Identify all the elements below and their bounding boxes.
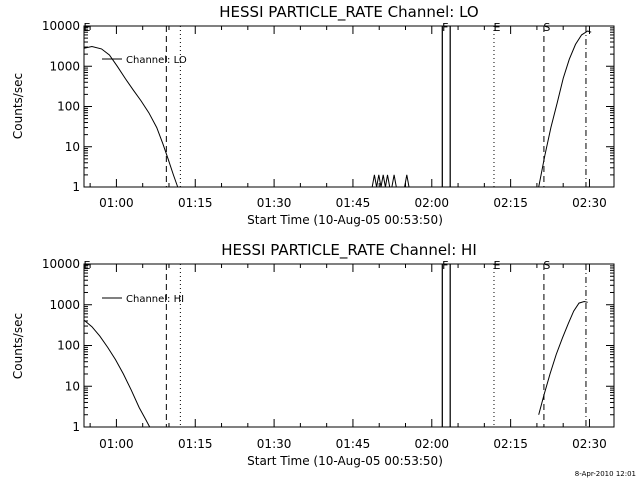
x-tick-label-hi: 02:30 xyxy=(572,437,607,451)
series-line-lo xyxy=(83,45,179,188)
x-tick-label-hi: 02:15 xyxy=(493,437,528,451)
event-marker-label-hi: F xyxy=(442,259,448,272)
y-tick-label-hi: 10000 xyxy=(42,257,80,271)
y-tick-label-hi: 1000 xyxy=(49,298,80,312)
x-tick-label-lo: 02:00 xyxy=(414,196,449,210)
x-tick-label-hi: 01:15 xyxy=(178,437,213,451)
event-marker-label-hi: S xyxy=(543,259,550,272)
chart-marks-hi: 1 10 100 1000 10000 01:00 01:15 01:30 01:45 02:00… xyxy=(42,257,614,451)
y-axis-label-lo: Counts/sec xyxy=(11,73,25,139)
event-marker-label-lo: E xyxy=(84,21,91,34)
y-tick-label-lo: 1000 xyxy=(49,59,80,73)
event-marker-label-hi: E xyxy=(494,259,501,272)
y-tick-label-hi: 1 xyxy=(72,420,80,434)
event-marker-label-lo: F xyxy=(442,21,448,34)
panel-lo-channel: HESSI PARTICLE_RATE Channel: LO Counts/s… xyxy=(11,3,615,227)
x-tick-label-lo: 02:30 xyxy=(572,196,607,210)
y-tick-label-lo: 100 xyxy=(57,100,80,114)
series-line-hi xyxy=(441,263,451,427)
timestamp-footer: 8-Apr-2010 12:01 xyxy=(575,470,636,478)
panel-hi-channel: HESSI PARTICLE_RATE Channel: HI Counts/s… xyxy=(11,241,615,468)
legend-label-hi: Channel: HI xyxy=(126,294,184,305)
x-tick-label-lo: 01:30 xyxy=(257,196,292,210)
x-tick-label-lo: 01:00 xyxy=(99,196,134,210)
series-line-lo xyxy=(371,174,410,188)
series-line-lo xyxy=(441,25,451,187)
event-marker-label-lo: S xyxy=(543,21,550,34)
series-line-lo xyxy=(538,30,592,188)
x-axis-label-hi: Start Time (10-Aug-05 00:53:50) xyxy=(247,454,443,468)
x-tick-label-lo: 01:15 xyxy=(178,196,213,210)
chart-title-hi: HESSI PARTICLE_RATE Channel: HI xyxy=(221,241,477,260)
x-tick-label-hi: 01:00 xyxy=(99,437,134,451)
series-line-hi xyxy=(538,300,588,415)
x-tick-label-hi: 01:45 xyxy=(336,437,371,451)
x-tick-label-lo: 02:15 xyxy=(493,196,528,210)
y-tick-label-lo: 10000 xyxy=(42,19,80,33)
legend-label-lo: Channel: LO xyxy=(126,55,187,66)
x-tick-label-hi: 02:00 xyxy=(414,437,449,451)
event-marker-label-lo: E xyxy=(494,21,501,34)
chart-marks-lo: 1 10 100 1000 10000 01:00 01:15 01:30 01:45 02:00… xyxy=(42,19,614,210)
x-tick-label-lo: 01:45 xyxy=(336,196,371,210)
y-tick-label-hi: 10 xyxy=(65,379,80,393)
x-tick-label-hi: 01:30 xyxy=(257,437,292,451)
y-tick-label-hi: 100 xyxy=(57,339,80,353)
chart-title-lo: HESSI PARTICLE_RATE Channel: LO xyxy=(219,3,478,22)
x-axis-label-lo: Start Time (10-Aug-05 00:53:50) xyxy=(247,213,443,227)
series-line-hi xyxy=(83,319,151,428)
y-tick-label-lo: 1 xyxy=(72,180,80,194)
y-tick-label-lo: 10 xyxy=(65,140,80,154)
event-marker-label-hi: E xyxy=(84,259,91,272)
y-axis-label-hi: Counts/sec xyxy=(11,313,25,379)
